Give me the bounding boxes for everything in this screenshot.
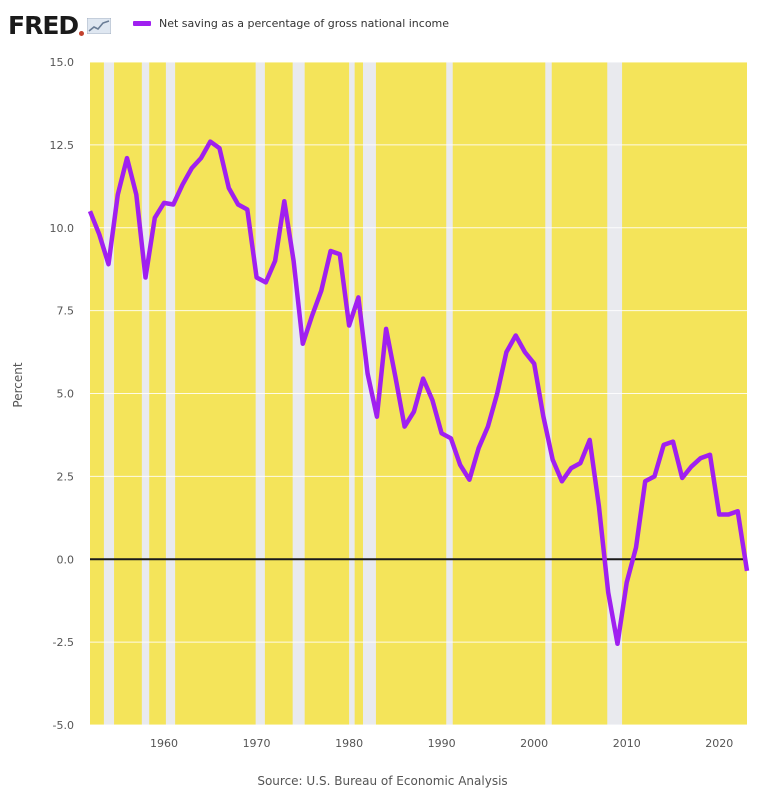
series-group	[87, 139, 750, 647]
y-tick-label: 12.5	[50, 139, 75, 152]
x-tick-label: 1960	[150, 737, 178, 750]
x-tick-label: 2000	[520, 737, 548, 750]
fred-sparkline-icon	[87, 18, 112, 34]
y-tick-label: 5.0	[57, 388, 75, 401]
x-axis-ticks: 1960 1970 1980 1990 2000 2010 2020	[150, 737, 733, 750]
y-tick-label: 7.5	[57, 305, 75, 318]
legend-swatch	[133, 21, 151, 26]
x-tick-label: 1990	[428, 737, 456, 750]
y-tick-label: 0.0	[57, 553, 75, 566]
fred-logo[interactable]: FRED	[8, 11, 112, 40]
y-tick-label: -5.0	[53, 719, 74, 732]
y-tick-label: 15.0	[50, 56, 75, 69]
logo-text: FRED	[8, 11, 79, 40]
y-axis-label: Percent	[11, 362, 25, 408]
x-tick-label: 1980	[335, 737, 363, 750]
legend-label: Net saving as a percentage of gross nati…	[159, 17, 450, 30]
x-tick-label: 2010	[613, 737, 641, 750]
y-axis-ticks: -5.0 -2.5 0.0 2.5 5.0 7.5 10.0 12.5 15.0	[50, 56, 75, 732]
legend: Net saving as a percentage of gross nati…	[133, 17, 449, 30]
x-tick-label: 2020	[705, 737, 733, 750]
logo-dot	[79, 30, 85, 36]
y-tick-label: -2.5	[53, 636, 74, 649]
x-tick-label: 1970	[243, 737, 271, 750]
source-note: Source: U.S. Bureau of Economic Analysis	[257, 774, 508, 788]
series-line	[87, 139, 750, 647]
y-tick-label: 10.0	[50, 222, 75, 235]
y-tick-label: 2.5	[57, 470, 75, 483]
chart-header: FRED Net saving as a percentage of gross…	[0, 0, 765, 55]
